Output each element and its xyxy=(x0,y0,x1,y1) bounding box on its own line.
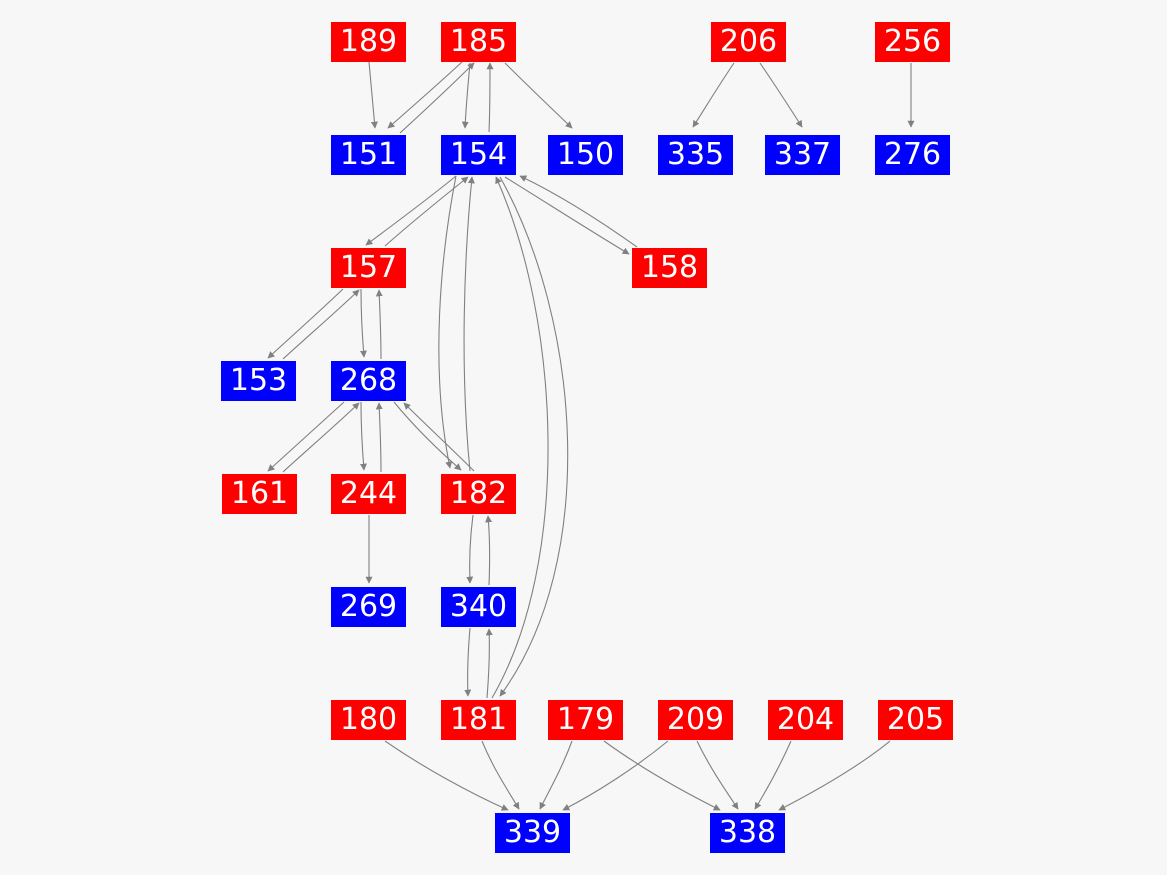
graph-edge-268-to-182 xyxy=(393,401,462,471)
graph-edge-181-to-154 xyxy=(491,176,549,699)
graph-edge-189-to-151 xyxy=(368,61,378,129)
graph-node-label: 337 xyxy=(773,137,832,172)
graph-node-182[interactable]: 182 xyxy=(441,474,516,514)
graph-edge-179-to-339 xyxy=(539,740,573,810)
graph-node-label: 158 xyxy=(640,250,699,285)
graph-node-label: 276 xyxy=(883,137,942,172)
graph-edge-206-to-335 xyxy=(692,62,735,128)
graph-edge-340-to-182 xyxy=(485,515,493,586)
graph-edge-154-to-157 xyxy=(365,175,457,246)
graph-edge-268-to-161 xyxy=(267,401,345,472)
graph-edge-185-to-150 xyxy=(504,62,573,129)
graph-edge-182-to-154 xyxy=(463,176,475,472)
graph-edge-161-to-268 xyxy=(282,402,360,473)
graph-node-181[interactable]: 181 xyxy=(441,700,516,740)
graph-edge-268-to-244 xyxy=(359,401,367,471)
graph-node-label: 338 xyxy=(718,815,777,850)
graph-node-label: 339 xyxy=(503,815,562,850)
graph-node-label: 340 xyxy=(449,589,508,624)
graph-node-179[interactable]: 179 xyxy=(548,700,623,740)
graph-edge-244-to-268 xyxy=(375,402,383,473)
graph-node-label: 335 xyxy=(666,137,725,172)
graph-edge-154-to-181 xyxy=(499,176,569,697)
graph-node-label: 157 xyxy=(339,250,398,285)
graph-edge-154-to-185 xyxy=(486,62,494,133)
graph-node-label: 153 xyxy=(229,363,288,398)
graph-edge-209-to-338 xyxy=(696,740,739,810)
graph-edge-340-to-181 xyxy=(464,627,472,697)
graph-node-label: 151 xyxy=(339,137,398,172)
graph-node-276[interactable]: 276 xyxy=(875,135,950,175)
graph-node-161[interactable]: 161 xyxy=(222,474,297,514)
graph-node-label: 204 xyxy=(776,702,835,737)
graph-node-206[interactable]: 206 xyxy=(711,22,786,62)
graph-edge-157-to-153 xyxy=(267,288,344,359)
graph-edge-179-to-338 xyxy=(603,740,721,811)
graph-node-label: 209 xyxy=(666,702,725,737)
graph-node-label: 180 xyxy=(339,702,398,737)
graph-node-label: 205 xyxy=(886,702,945,737)
graph-node-154[interactable]: 154 xyxy=(441,135,516,175)
graph-node-label: 181 xyxy=(449,702,508,737)
graph-edge-205-to-338 xyxy=(778,740,891,811)
graph-edge-158-to-154 xyxy=(519,175,638,248)
graph-edge-181-to-340 xyxy=(485,628,493,699)
graph-edge-154-to-158 xyxy=(504,176,630,255)
graph-edge-182-to-268 xyxy=(403,402,475,472)
graph-node-label: 154 xyxy=(449,137,508,172)
graph-node-label: 182 xyxy=(449,476,508,511)
graph-node-label: 189 xyxy=(339,24,398,59)
graph-node-label: 269 xyxy=(339,589,398,624)
graph-node-label: 256 xyxy=(883,24,942,59)
graph-node-268[interactable]: 268 xyxy=(331,361,406,401)
graph-edge-151-to-185 xyxy=(399,62,475,134)
graph-node-338[interactable]: 338 xyxy=(710,813,785,853)
graph-node-209[interactable]: 209 xyxy=(658,700,733,740)
graph-edge-182-to-340 xyxy=(466,514,474,584)
graph-node-189[interactable]: 189 xyxy=(331,22,406,62)
graph-edge-181-to-339 xyxy=(481,740,520,810)
graph-node-150[interactable]: 150 xyxy=(548,135,623,175)
graph-node-157[interactable]: 157 xyxy=(331,248,406,288)
graph-node-337[interactable]: 337 xyxy=(765,135,840,175)
graph-node-340[interactable]: 340 xyxy=(441,587,516,627)
graph-node-185[interactable]: 185 xyxy=(441,22,516,62)
graph-node-244[interactable]: 244 xyxy=(331,474,406,514)
graph-edge-185-to-154 xyxy=(461,62,471,129)
graph-edge-206-to-337 xyxy=(759,62,803,128)
graph-node-label: 179 xyxy=(556,702,615,737)
graph-node-205[interactable]: 205 xyxy=(878,700,953,740)
graph-edge-154-to-182 xyxy=(438,175,457,469)
graph-node-label: 206 xyxy=(719,24,778,59)
graph-node-335[interactable]: 335 xyxy=(658,135,733,175)
graph-edge-185-to-151 xyxy=(387,61,463,129)
graph-node-256[interactable]: 256 xyxy=(875,22,950,62)
graph-node-153[interactable]: 153 xyxy=(221,361,296,401)
graph-edge-180-to-339 xyxy=(384,740,509,811)
graph-edge-204-to-338 xyxy=(754,740,792,810)
graph-edge-153-to-157 xyxy=(282,289,360,360)
graph-node-label: 244 xyxy=(339,476,398,511)
graph-node-151[interactable]: 151 xyxy=(331,135,406,175)
graph-edge-157-to-154 xyxy=(384,176,469,247)
graph-node-label: 150 xyxy=(556,137,615,172)
graph-node-158[interactable]: 158 xyxy=(632,248,707,288)
graph-node-label: 161 xyxy=(230,476,289,511)
graph-edge-268-to-157 xyxy=(375,289,383,360)
graph-edge-209-to-339 xyxy=(562,740,669,811)
graph-node-204[interactable]: 204 xyxy=(768,700,843,740)
graph-node-label: 268 xyxy=(339,363,398,398)
graph-node-label: 185 xyxy=(449,24,508,59)
graph-node-269[interactable]: 269 xyxy=(331,587,406,627)
graph-node-339[interactable]: 339 xyxy=(495,813,570,853)
graph-edge-157-to-268 xyxy=(359,288,367,358)
graph-node-180[interactable]: 180 xyxy=(331,700,406,740)
